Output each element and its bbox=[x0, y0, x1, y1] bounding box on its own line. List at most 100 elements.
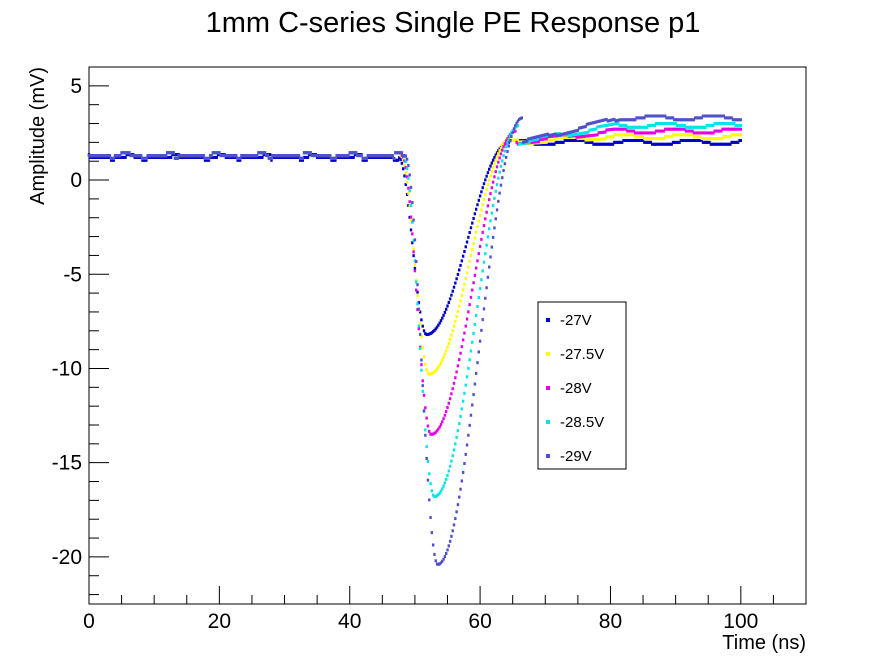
data-point bbox=[683, 138, 686, 142]
data-point bbox=[103, 155, 106, 159]
data-point bbox=[163, 155, 166, 159]
data-point bbox=[628, 125, 632, 129]
data-point bbox=[551, 142, 555, 146]
data-point bbox=[514, 125, 517, 129]
data-point bbox=[618, 133, 621, 137]
data-point bbox=[534, 135, 538, 139]
data-point bbox=[425, 445, 428, 449]
data-point bbox=[468, 231, 471, 235]
data-point bbox=[692, 135, 696, 139]
data-point bbox=[490, 211, 494, 215]
data-point bbox=[596, 133, 599, 137]
data-point bbox=[631, 133, 634, 137]
data-point bbox=[145, 158, 148, 162]
data-point bbox=[697, 116, 701, 120]
data-point bbox=[162, 155, 165, 159]
data-point bbox=[465, 317, 469, 321]
data-point bbox=[623, 138, 626, 142]
data-point bbox=[654, 114, 658, 118]
data-point bbox=[645, 114, 649, 118]
data-point bbox=[489, 192, 492, 196]
data-point bbox=[653, 114, 656, 118]
data-point bbox=[481, 203, 484, 207]
data-point bbox=[575, 138, 578, 142]
data-point bbox=[686, 125, 689, 129]
data-point bbox=[722, 122, 726, 126]
data-point bbox=[377, 154, 380, 158]
data-point bbox=[547, 142, 551, 146]
data-point bbox=[476, 203, 479, 207]
data-point bbox=[318, 154, 321, 158]
data-point bbox=[362, 158, 366, 162]
data-point bbox=[104, 155, 108, 159]
data-point bbox=[650, 142, 654, 146]
data-point bbox=[461, 470, 465, 474]
data-point bbox=[473, 382, 477, 386]
data-point bbox=[701, 125, 705, 129]
data-point bbox=[677, 127, 680, 131]
data-point bbox=[378, 154, 381, 158]
data-point bbox=[173, 153, 177, 157]
data-point bbox=[562, 132, 565, 136]
data-point bbox=[723, 142, 727, 146]
data-point bbox=[283, 155, 286, 159]
data-point bbox=[588, 138, 591, 142]
data-point bbox=[643, 137, 646, 141]
data-point bbox=[693, 138, 697, 142]
data-point bbox=[650, 131, 654, 135]
data-point bbox=[125, 153, 129, 157]
data-point bbox=[302, 155, 306, 159]
data-point bbox=[115, 154, 118, 158]
data-point bbox=[555, 136, 559, 140]
data-point bbox=[497, 149, 500, 153]
data-point bbox=[460, 293, 464, 297]
data-point bbox=[643, 125, 646, 129]
data-point bbox=[212, 155, 216, 159]
data-point bbox=[361, 156, 364, 160]
data-point bbox=[302, 151, 306, 155]
data-point bbox=[93, 155, 96, 159]
data-point bbox=[172, 153, 175, 157]
data-point bbox=[474, 230, 478, 234]
y-tick-label: -5 bbox=[63, 263, 82, 286]
data-point bbox=[469, 253, 473, 257]
data-point bbox=[469, 226, 473, 230]
data-point bbox=[434, 327, 437, 331]
data-point bbox=[631, 138, 634, 142]
data-point bbox=[441, 420, 444, 424]
data-point bbox=[269, 153, 272, 157]
data-point bbox=[738, 138, 741, 142]
data-point bbox=[438, 425, 441, 429]
data-point bbox=[700, 116, 703, 120]
data-point bbox=[418, 346, 422, 350]
data-point bbox=[365, 158, 368, 162]
data-point bbox=[412, 250, 415, 254]
data-point bbox=[604, 130, 607, 134]
data-point bbox=[708, 137, 711, 141]
data-point bbox=[613, 127, 616, 131]
data-point bbox=[687, 118, 690, 122]
data-point bbox=[418, 322, 422, 326]
data-point bbox=[357, 154, 361, 158]
data-point bbox=[511, 138, 514, 142]
data-point bbox=[673, 140, 676, 144]
data-point bbox=[628, 118, 632, 122]
data-point bbox=[734, 118, 737, 122]
data-point bbox=[133, 154, 136, 158]
data-point bbox=[223, 154, 226, 158]
data-point bbox=[431, 432, 435, 436]
data-point bbox=[580, 135, 583, 139]
data-point bbox=[587, 140, 590, 144]
data-point bbox=[598, 119, 602, 123]
data-point bbox=[596, 125, 599, 129]
data-point bbox=[639, 131, 642, 135]
data-point bbox=[567, 131, 570, 135]
data-point bbox=[626, 129, 629, 133]
data-point bbox=[219, 154, 222, 158]
data-point bbox=[654, 142, 658, 146]
data-point bbox=[730, 122, 733, 126]
data-point bbox=[518, 140, 521, 144]
data-point bbox=[471, 340, 474, 344]
data-point bbox=[643, 140, 646, 144]
data-point bbox=[701, 140, 705, 144]
